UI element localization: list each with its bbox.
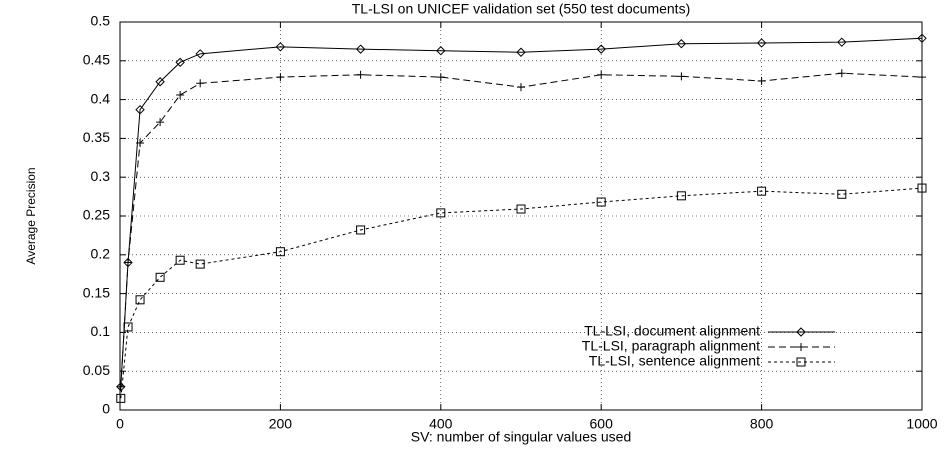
x-tick-label: 800 bbox=[750, 416, 774, 432]
y-tick-label: 0.2 bbox=[91, 246, 111, 262]
legend-label: TL-LSI, paragraph alignment bbox=[582, 338, 760, 354]
series-line bbox=[120, 72, 923, 387]
marker bbox=[918, 73, 926, 82]
marker bbox=[917, 33, 927, 44]
y-tick-label: 0.3 bbox=[91, 168, 111, 184]
marker bbox=[195, 259, 205, 269]
y-tick-label: 0 bbox=[102, 401, 110, 417]
marker bbox=[275, 247, 285, 257]
x-tick-label: 200 bbox=[269, 416, 293, 432]
marker bbox=[136, 139, 145, 148]
y-tick-label: 0.4 bbox=[91, 90, 111, 106]
marker bbox=[116, 393, 126, 403]
marker bbox=[355, 44, 366, 54]
marker bbox=[275, 42, 286, 52]
x-tick-label: 400 bbox=[429, 416, 453, 432]
marker bbox=[596, 197, 606, 207]
y-tick-label: 0.35 bbox=[83, 129, 110, 145]
x-tick-label: 1000 bbox=[906, 416, 937, 432]
marker bbox=[135, 295, 145, 305]
marker bbox=[436, 46, 446, 56]
marker bbox=[436, 208, 446, 218]
y-tick-label: 0.15 bbox=[83, 284, 110, 300]
marker bbox=[175, 57, 185, 68]
marker bbox=[837, 37, 847, 47]
marker bbox=[597, 70, 606, 79]
marker bbox=[757, 186, 767, 196]
legend-label: TL-LSI, document alignment bbox=[584, 323, 760, 339]
marker bbox=[135, 104, 145, 115]
y-tick-label: 0.5 bbox=[91, 13, 111, 29]
marker bbox=[356, 225, 366, 235]
marker bbox=[116, 382, 125, 391]
legend-label: TL-LSI, sentence alignment bbox=[589, 353, 760, 369]
marker bbox=[175, 255, 185, 265]
y-tick-label: 0.25 bbox=[83, 207, 110, 223]
x-tick-label: 0 bbox=[116, 416, 124, 432]
marker bbox=[797, 343, 805, 351]
marker bbox=[516, 47, 526, 57]
y-tick-label: 0.45 bbox=[83, 52, 110, 68]
y-tick-label: 0.05 bbox=[83, 362, 110, 378]
marker bbox=[196, 79, 205, 88]
marker bbox=[436, 73, 445, 82]
marker bbox=[517, 83, 525, 92]
marker bbox=[356, 70, 365, 79]
marker bbox=[155, 77, 165, 87]
marker bbox=[796, 357, 806, 367]
marker bbox=[837, 69, 846, 78]
marker bbox=[676, 39, 687, 49]
marker bbox=[176, 90, 185, 99]
marker bbox=[276, 73, 285, 82]
y-tick-label: 0.1 bbox=[91, 323, 111, 339]
marker bbox=[195, 49, 205, 59]
chart-title: TL-LSI on UNICEF validation set (550 tes… bbox=[352, 1, 690, 17]
marker bbox=[837, 189, 847, 199]
marker bbox=[124, 258, 133, 267]
marker bbox=[596, 44, 606, 54]
marker bbox=[516, 204, 526, 214]
marker bbox=[156, 118, 165, 127]
marker bbox=[757, 76, 766, 85]
x-tick-label: 600 bbox=[590, 416, 614, 432]
marker bbox=[677, 72, 686, 81]
marker bbox=[917, 183, 927, 193]
series-line bbox=[120, 37, 923, 387]
x-axis-label: SV: number of singular values used bbox=[411, 429, 632, 445]
marker bbox=[676, 191, 686, 201]
series-line bbox=[120, 187, 923, 399]
y-axis-label: Average Precision bbox=[24, 167, 38, 264]
marker bbox=[756, 38, 767, 48]
marker bbox=[123, 322, 133, 332]
marker bbox=[796, 327, 806, 337]
marker bbox=[155, 272, 165, 282]
